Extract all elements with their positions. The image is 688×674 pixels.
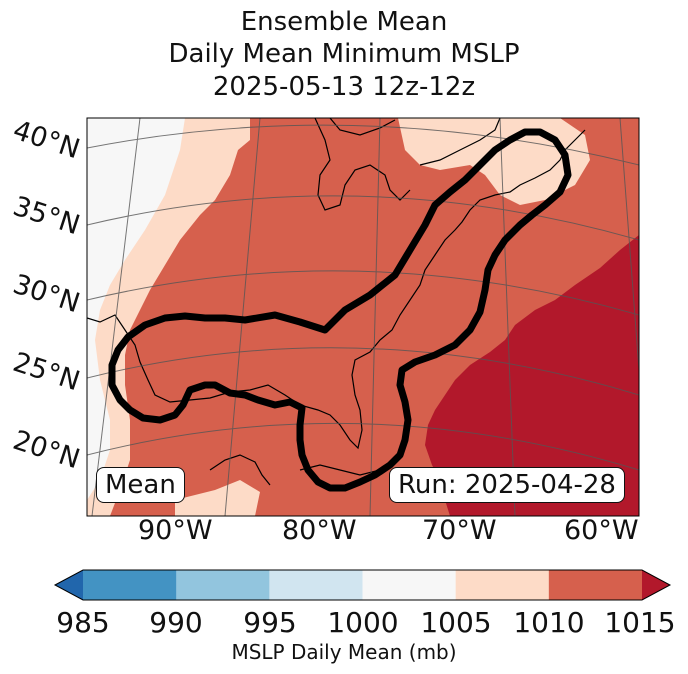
colorbar-segment [269,570,363,600]
lon-label-70: 70°W [422,515,497,546]
colorbar-segment [362,570,457,600]
ensemble-contour [108,128,572,492]
colorbar-tick-1015: 1015 [604,606,676,639]
lon-label-80: 80°W [282,515,357,546]
title-line-3: 2025-05-13 12z-12z [212,72,476,102]
field-1005-1010-south [175,480,260,516]
colorbar-tick-1010: 1010 [513,606,585,639]
colorbar-segment [176,570,270,600]
colorbar-tick-990: 990 [149,606,203,639]
colorbar-segment [548,570,643,600]
colorbar-tick-985: 985 [56,606,110,639]
colorbar-label: MSLP Daily Mean (mb) [231,640,457,664]
colorbar-outline [53,569,672,601]
colorbar-extend-high [642,570,670,600]
field-1000-1005-west [87,118,185,500]
colorbar-segment [455,570,550,600]
run-date-box: Run: 2025-04-28 [389,467,625,503]
field-1015-plus [425,235,639,516]
coastlines [87,118,586,486]
colorbar-extend-low [55,570,83,600]
colorbar-tick-1005: 1005 [420,606,492,639]
field-1005-1010-north [398,118,590,205]
map-frame [86,117,640,517]
title-line-2: Daily Mean Minimum MSLP [168,39,520,69]
mean-label-box: Mean [96,467,185,503]
lon-label-90: 90°W [138,515,213,546]
lon-label-60: 60°W [564,515,639,546]
colorbar-tick-995: 995 [243,606,297,639]
title-line-1: Ensemble Mean [240,7,448,37]
colorbar-segment [83,570,177,600]
map-canvas [86,117,640,517]
colorbar-tick-1000: 1000 [327,606,399,639]
